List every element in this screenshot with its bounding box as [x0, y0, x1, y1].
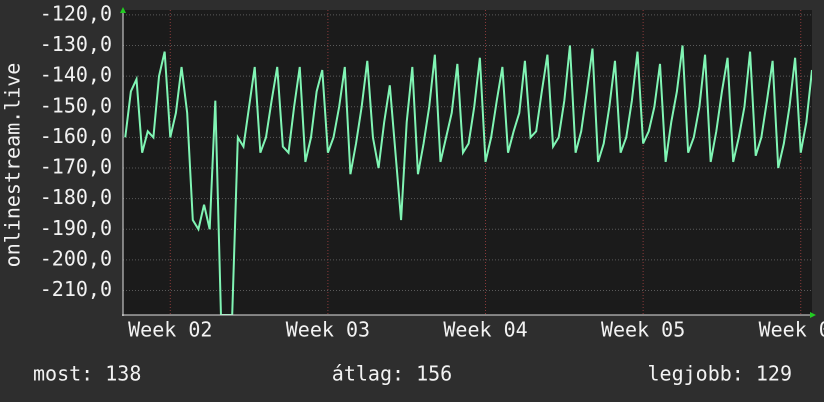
y-tick-label: -190,0 [40, 216, 112, 240]
y-tick-label: -120,0 [40, 1, 112, 25]
stat-current: most: 138 [33, 362, 141, 386]
y-tick-label: -160,0 [40, 124, 112, 148]
x-tick-label: Week 02 [128, 318, 212, 342]
data-line [124, 45, 812, 315]
x-tick-label: Week 06 [759, 318, 824, 342]
y-tick-label: -150,0 [40, 93, 112, 117]
x-tick-label: Week 04 [443, 318, 527, 342]
y-tick-label: -140,0 [40, 63, 112, 87]
y-axis-arrow [120, 7, 126, 13]
stat-best: legjobb: 129 [648, 362, 793, 386]
x-axis-arrow [810, 312, 816, 318]
x-tick-label: Week 03 [286, 318, 370, 342]
x-tick-label: Week 05 [601, 318, 685, 342]
plot-area [123, 10, 812, 315]
y-tick-label: -130,0 [40, 32, 112, 56]
stat-average: átlag: 156 [332, 362, 452, 386]
y-tick-label: -180,0 [40, 185, 112, 209]
y-tick-label: -200,0 [40, 246, 112, 270]
y-tick-label: -210,0 [40, 277, 112, 301]
y-axis-label: onlinestream.live [1, 63, 25, 268]
y-tick-label: -170,0 [40, 155, 112, 179]
